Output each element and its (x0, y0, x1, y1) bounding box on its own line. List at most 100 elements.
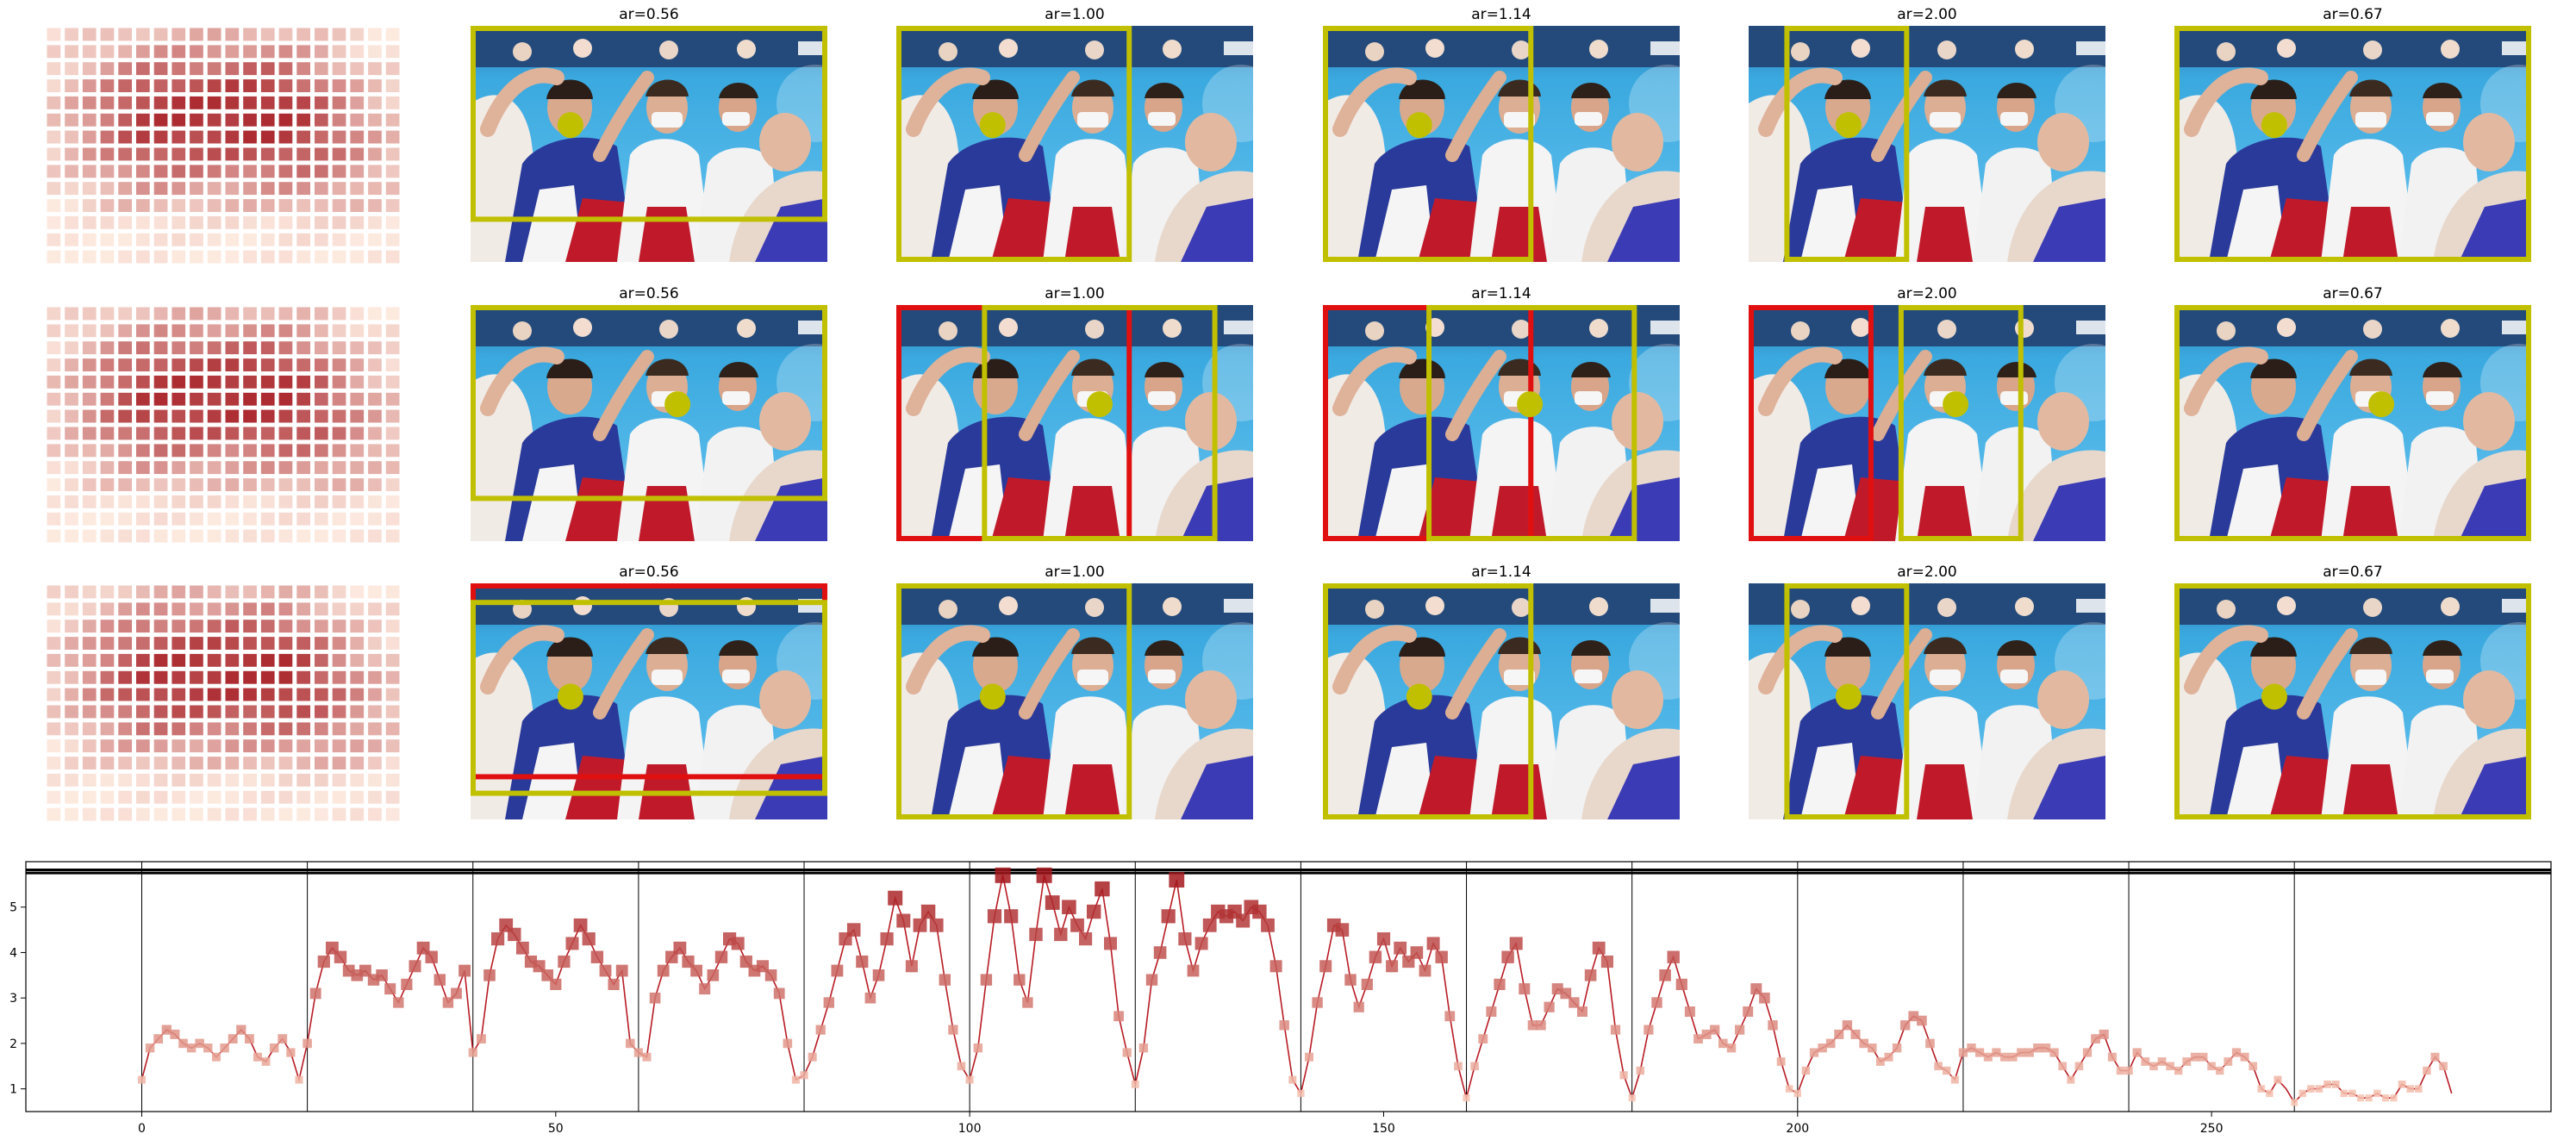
heatmap-cell (296, 392, 310, 406)
data-point-marker (393, 997, 404, 1008)
heatmap-cell (332, 341, 346, 355)
heatmap-cell (278, 427, 293, 440)
data-point-marker (1312, 997, 1323, 1008)
heatmap-cell (118, 409, 132, 423)
data-point-marker (1202, 918, 1217, 932)
heatmap-cell (385, 45, 400, 59)
heatmap-cell (190, 165, 203, 178)
heatmap-cell (153, 182, 168, 196)
data-point-marker (2041, 1043, 2051, 1053)
heatmap-cell (243, 79, 257, 92)
heatmap-cell (118, 130, 132, 144)
heatmap-cell (207, 358, 221, 371)
heatmap-cell (47, 165, 61, 178)
heatmap-cell (207, 512, 221, 526)
heatmap-cell (190, 62, 203, 76)
heatmap-cell (136, 130, 150, 144)
data-point-marker (582, 932, 596, 946)
heatmap-cell (260, 807, 275, 821)
data-point-marker (599, 964, 612, 977)
data-point-marker (1419, 964, 1431, 977)
heatmap-cell (315, 461, 328, 475)
data-point-marker (458, 964, 471, 977)
heatmap-cell (172, 199, 186, 212)
heatmap-cell (315, 147, 328, 161)
heatmap-cell (225, 324, 240, 338)
data-point-marker (657, 964, 670, 977)
heatmap-cell (385, 96, 400, 109)
heatmap-cell (278, 529, 293, 543)
heatmap-cell (243, 620, 257, 633)
heatmap-cell (207, 28, 221, 41)
crop-panel: ar=1.14 (1323, 564, 1706, 819)
data-point-marker (707, 969, 720, 981)
heatmap-cell (260, 773, 275, 787)
heatmap-cell (243, 233, 257, 246)
heatmap-cell (82, 478, 97, 491)
heatmap-cell (315, 45, 328, 59)
face-marker (1086, 391, 1113, 418)
panel-title: ar=1.14 (1471, 285, 1531, 302)
heatmap-cell (368, 113, 382, 127)
heatmap-cell (243, 130, 257, 144)
panel-title: ar=0.67 (2323, 285, 2383, 302)
heatmap-cell (47, 215, 61, 229)
heatmap-cell (207, 392, 221, 406)
heatmap-cell (47, 461, 61, 475)
data-point-marker (1279, 1020, 1289, 1031)
data-point-marker (2298, 1089, 2306, 1098)
data-point-marker (1079, 932, 1093, 946)
heatmap-cell (82, 250, 97, 264)
heatmap-cell (190, 529, 203, 543)
heatmap-cell (118, 705, 132, 719)
heatmap-cell (190, 233, 203, 246)
data-point-marker (1122, 1048, 1132, 1057)
data-point-marker (401, 978, 413, 990)
heatmap-cell (136, 341, 150, 355)
heatmap-cell (136, 602, 150, 616)
heatmap-cell (82, 773, 97, 787)
data-point-marker (477, 1034, 486, 1043)
heatmap-cell (153, 233, 168, 246)
heatmap-cell (172, 79, 186, 92)
heatmap-cell (385, 722, 400, 736)
heatmap-cell (118, 444, 132, 458)
data-point-marker (245, 1034, 254, 1043)
heatmap-cell (350, 28, 365, 41)
heatmap-cell (332, 637, 346, 650)
heatmap-cell (243, 427, 257, 440)
heatmap-cell (207, 637, 221, 650)
heatmap-cell (136, 688, 150, 701)
heatmap-cell (190, 602, 203, 616)
heatmap-cell (368, 790, 382, 804)
heatmap-cell (315, 427, 328, 440)
heatmap-cell (315, 602, 328, 616)
panel-title: ar=2.00 (1897, 285, 1957, 302)
selected-crop-box (471, 600, 827, 796)
heatmap-cell (190, 427, 203, 440)
heatmap-cell (332, 705, 346, 719)
heatmap-cell (153, 670, 168, 684)
data-point-marker (1809, 1048, 1819, 1057)
heatmap-cell (260, 45, 275, 59)
heatmap-cell (350, 444, 365, 458)
heatmap-cell (190, 585, 203, 599)
heatmap-cell (315, 478, 328, 491)
heatmap-cell (136, 757, 150, 769)
data-point-marker (278, 1034, 288, 1043)
heatmap-cell (100, 165, 115, 178)
heatmap-cell (315, 307, 328, 321)
data-point-marker (714, 950, 728, 963)
heatmap-cell (207, 62, 221, 76)
heatmap-cell (385, 28, 400, 41)
heatmap-cell (350, 324, 365, 338)
data-point-marker (2430, 1052, 2440, 1062)
heatmap-cell (153, 529, 168, 543)
heatmap-cell (172, 96, 186, 109)
heatmap-cell (332, 722, 346, 736)
data-point-marker (1435, 950, 1448, 963)
heatmap-cell (315, 324, 328, 338)
heatmap-cell (296, 739, 310, 753)
heatmap-cell (100, 215, 115, 229)
heatmap-cell (332, 478, 346, 491)
